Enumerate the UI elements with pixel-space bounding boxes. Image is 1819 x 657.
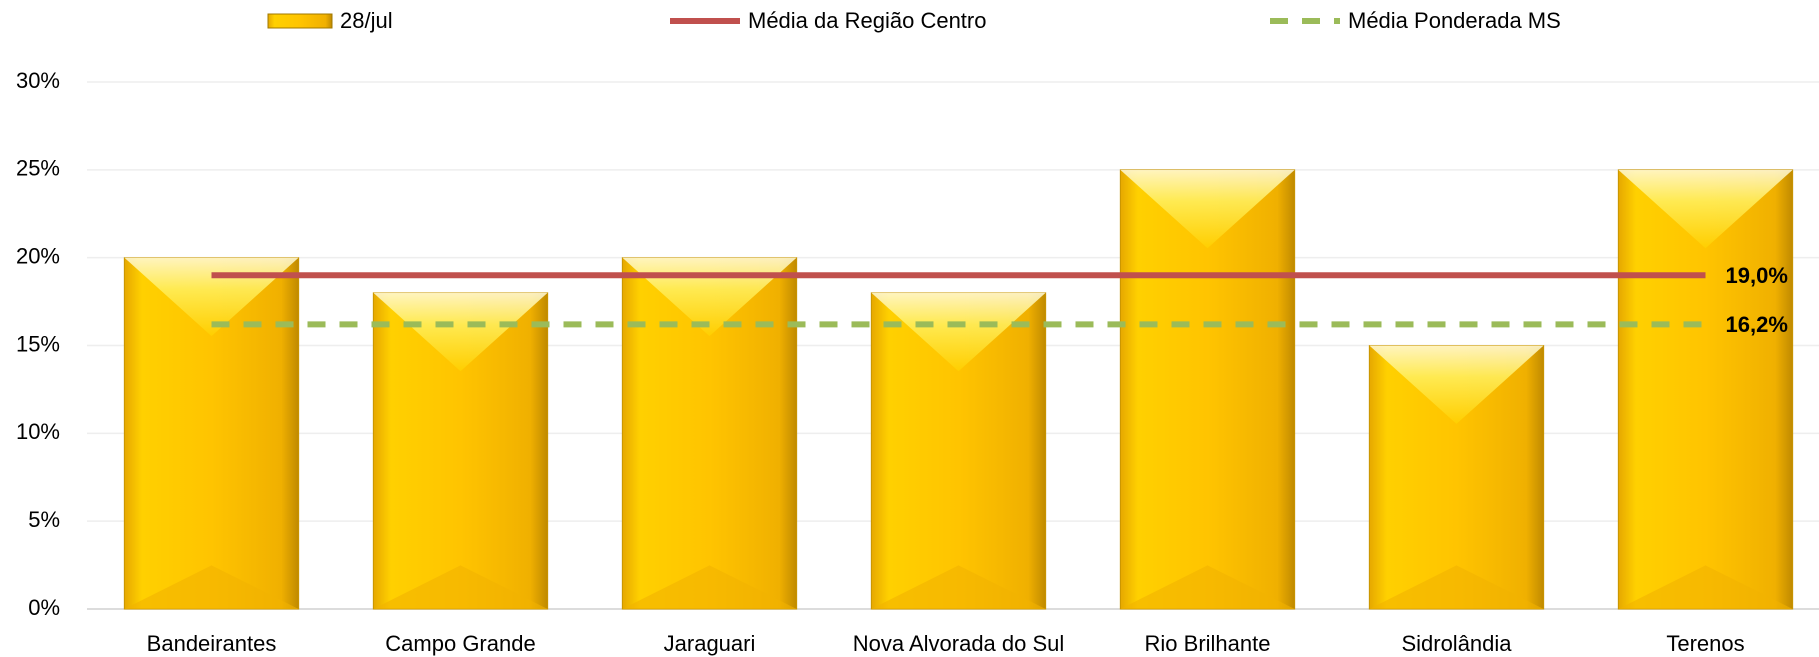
bar-shade: [1618, 565, 1793, 609]
x-tick-label: Campo Grande: [385, 631, 535, 656]
bar-shade: [1120, 565, 1295, 609]
y-tick-label: 15%: [16, 331, 60, 356]
x-tick-label: Nova Alvorada do Sul: [853, 631, 1065, 656]
bar-highlight: [373, 292, 548, 372]
bar-shade: [871, 565, 1046, 609]
x-tick-label: Terenos: [1666, 631, 1744, 656]
x-tick-label: Sidrolândia: [1401, 631, 1512, 656]
x-tick-label: Rio Brilhante: [1145, 631, 1271, 656]
y-tick-label: 10%: [16, 419, 60, 444]
bar-highlight: [1369, 345, 1544, 424]
legend-label: Média Ponderada MS: [1348, 8, 1561, 33]
y-tick-label: 30%: [16, 68, 60, 93]
legend-swatch: [267, 13, 333, 29]
y-tick-label: 20%: [16, 243, 60, 268]
legend-label: 28/jul: [340, 8, 393, 33]
reference-label: 19,0%: [1726, 263, 1788, 288]
bar-shade: [622, 565, 797, 609]
legend-label: Média da Região Centro: [748, 8, 986, 33]
y-tick-label: 0%: [28, 595, 60, 620]
reference-label: 16,2%: [1726, 312, 1788, 337]
bar-shade: [124, 565, 299, 609]
y-tick-label: 25%: [16, 156, 60, 181]
x-tick-label: Bandeirantes: [147, 631, 277, 656]
bar-highlight: [871, 292, 1046, 372]
bar-highlight: [1618, 169, 1793, 249]
bar-highlight: [1120, 169, 1295, 249]
bar-shade: [373, 565, 548, 609]
bar-shade: [1369, 565, 1544, 609]
y-tick-label: 5%: [28, 507, 60, 532]
x-tick-label: Jaraguari: [664, 631, 756, 656]
